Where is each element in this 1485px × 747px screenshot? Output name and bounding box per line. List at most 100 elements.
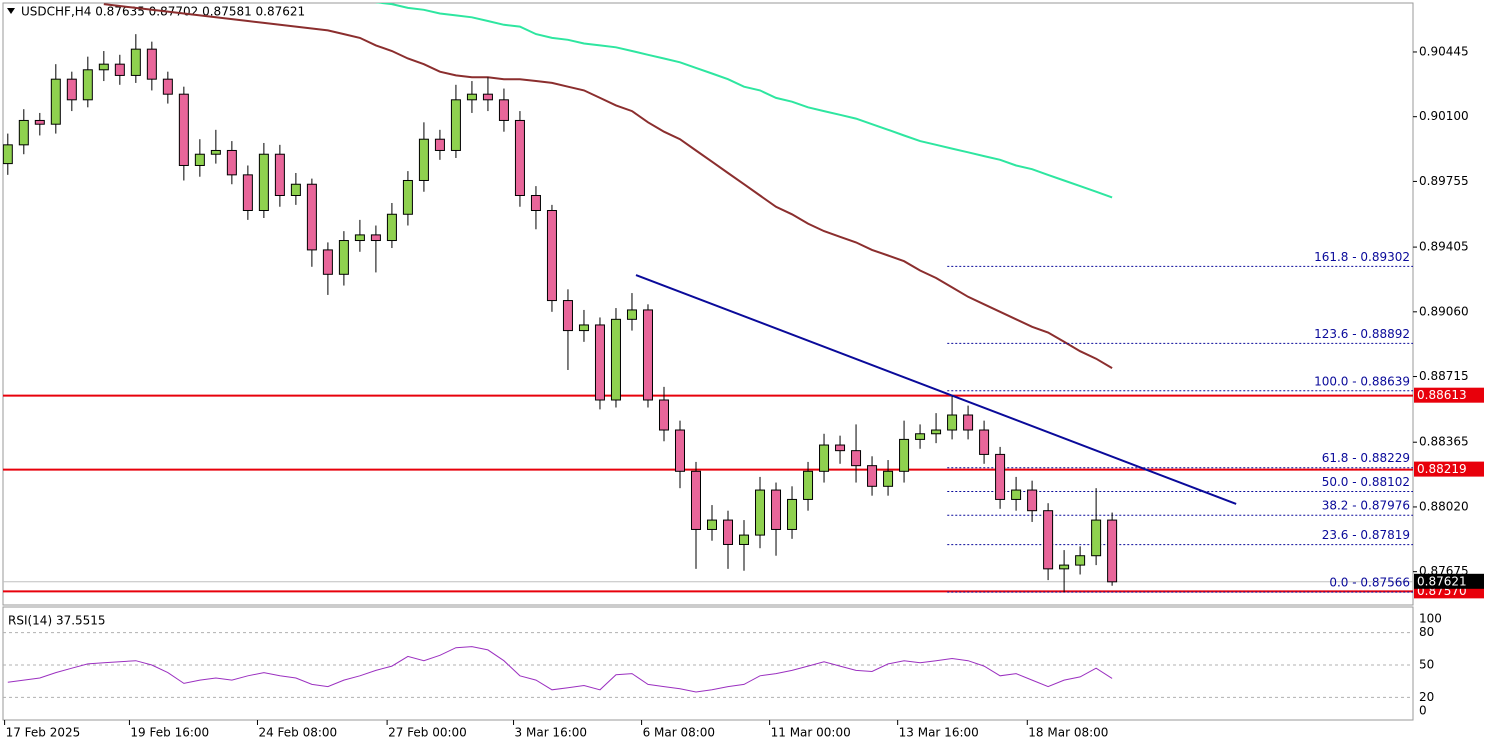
candle-body <box>931 429 942 435</box>
candle-body <box>963 414 974 431</box>
price-label: 0.88613 <box>1417 388 1467 402</box>
y-tick-label: 0.88365 <box>1419 435 1469 449</box>
candle-body <box>690 470 701 530</box>
candle-body <box>482 93 493 101</box>
moving-average <box>375 3 1113 199</box>
menu-arrow[interactable] <box>7 8 15 14</box>
candle-body <box>787 498 798 530</box>
candle-body <box>242 174 253 212</box>
rsi-line <box>7 646 1113 693</box>
candle-body <box>50 78 61 125</box>
candle-body <box>530 194 541 212</box>
rsi-tick-label: 0 <box>1419 704 1427 718</box>
candle-body <box>146 48 157 80</box>
candle-body <box>370 234 381 242</box>
candle-body <box>1059 564 1070 570</box>
candle-body <box>226 149 237 176</box>
candle-body <box>114 63 125 76</box>
candle-body <box>771 489 782 530</box>
candle-body <box>18 119 29 146</box>
x-tick-label: 18 Mar 08:00 <box>1028 726 1108 740</box>
axes: 0.90445 0.90100 0.89755 0.89405 0.89060 0.887… <box>4 44 1484 740</box>
candle-body <box>162 78 173 95</box>
candle-body <box>322 249 333 275</box>
candle-body <box>723 519 734 545</box>
candle-body <box>835 444 846 452</box>
fib-label: 38.2 - 0.87976 <box>1322 499 1410 513</box>
rsi-tick-label: 80 <box>1419 625 1434 639</box>
candle-body <box>498 99 509 121</box>
candle-body <box>1107 519 1118 583</box>
candle-body <box>610 318 621 401</box>
candle-body <box>178 93 189 166</box>
candle-body <box>674 429 685 472</box>
candle-body <box>418 138 429 181</box>
candle-body <box>274 153 285 196</box>
candle-body <box>562 300 573 332</box>
main-plot: 161.8 - 0.89302 123.6 - 0.88892 100.0 - 0.… <box>3 3 1413 593</box>
rsi-tick-label: 20 <box>1419 690 1434 704</box>
candle-body <box>354 234 365 242</box>
y-tick-label: 0.88020 <box>1419 499 1469 513</box>
rsi-title: RSI(14) 37.5515 <box>8 614 106 628</box>
price-label-box <box>1414 387 1484 403</box>
candle-body <box>642 309 653 401</box>
fib-label: 100.0 - 0.88639 <box>1314 374 1410 388</box>
candle-body <box>3 144 13 165</box>
x-tick-label: 27 Feb 00:00 <box>388 726 467 740</box>
candle-body <box>819 444 830 472</box>
candle-body <box>803 470 814 500</box>
x-tick-label: 11 Mar 00:00 <box>771 726 851 740</box>
candle-body <box>194 153 205 166</box>
candle-body <box>434 138 445 151</box>
x-tick-label: 24 Feb 08:00 <box>258 726 337 740</box>
candle-body <box>258 153 269 212</box>
candle-body <box>851 450 862 467</box>
candle-body <box>290 183 301 196</box>
y-tick-label: 0.89755 <box>1419 174 1469 188</box>
fib-label: 123.6 - 0.88892 <box>1314 327 1410 341</box>
candle-body <box>98 63 109 71</box>
rsi-plot <box>3 632 1413 698</box>
price-label-box <box>1414 461 1484 477</box>
candle-body <box>979 429 990 455</box>
candle-body <box>1011 489 1022 500</box>
candle-body <box>626 309 637 320</box>
y-tick-label: 0.89060 <box>1419 304 1469 318</box>
candle-body <box>578 324 589 332</box>
candle-body <box>995 453 1006 500</box>
price-label: 0.88219 <box>1417 462 1467 476</box>
x-tick-label: 13 Mar 16:00 <box>899 726 979 740</box>
candle-body <box>306 183 317 251</box>
candle-body <box>546 210 557 302</box>
fib-label: 50.0 - 0.88102 <box>1322 475 1410 489</box>
candle-body <box>402 179 413 215</box>
candle-body <box>947 414 958 431</box>
candle-body <box>1043 510 1054 570</box>
candle-body <box>658 399 669 431</box>
candle-body <box>1075 555 1086 566</box>
fib-label: 161.8 - 0.89302 <box>1314 250 1410 264</box>
candle-body <box>915 433 926 440</box>
moving-average <box>103 3 1113 369</box>
candle-body <box>466 93 477 101</box>
candle-body <box>34 119 45 125</box>
price-label-box <box>1414 573 1484 589</box>
y-tick-label: 0.90100 <box>1419 109 1469 123</box>
candle-body <box>883 470 894 487</box>
candle-body <box>82 69 93 101</box>
candle-body <box>66 78 77 101</box>
fib-label: 0.0 - 0.87566 <box>1329 576 1410 590</box>
candle-body <box>594 324 605 401</box>
y-tick-label: 0.90445 <box>1419 44 1469 58</box>
candle-body <box>386 213 397 242</box>
candle-body <box>867 465 878 487</box>
candle-body <box>210 149 221 155</box>
rsi-tick-label: 100 <box>1419 612 1442 626</box>
price-label: 0.87621 <box>1417 574 1467 588</box>
fib-label: 23.6 - 0.87819 <box>1322 528 1410 542</box>
trendline <box>635 274 1237 505</box>
x-tick-label: 17 Feb 2025 <box>6 726 81 740</box>
